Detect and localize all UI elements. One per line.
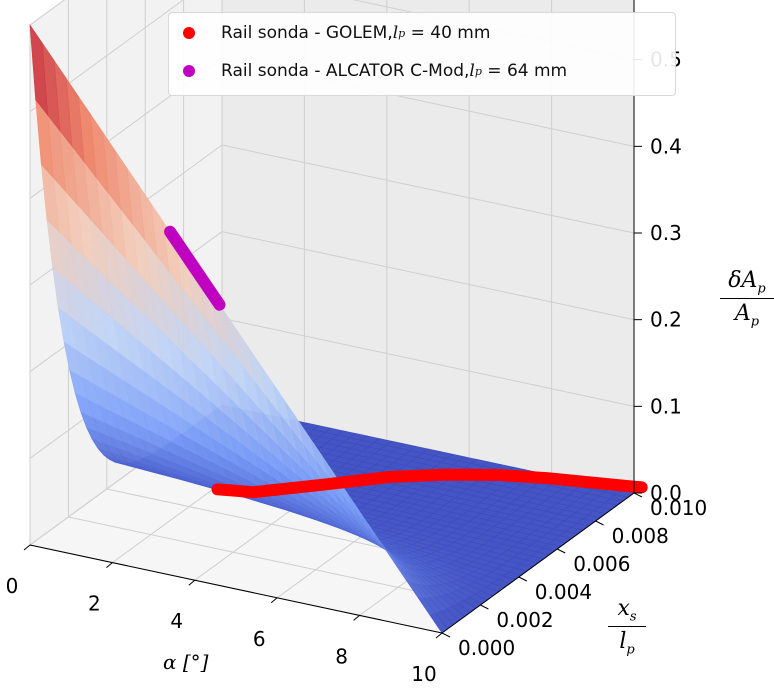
y-tick-mark (556, 548, 566, 554)
series-0-trail (211, 468, 648, 499)
series-1-trail (164, 225, 226, 311)
x-tick-label: 2 (88, 592, 101, 616)
x-axis-label: α [°] (163, 650, 209, 674)
y-tick-mark (441, 632, 451, 638)
grid-line-z (221, 231, 635, 321)
z-tick-label: 0.0 (650, 481, 682, 505)
grid-line-y (68, 516, 481, 606)
z-tick-label: 0.2 (650, 308, 682, 332)
legend-prefix: Rail sonda - GOLEM, (221, 23, 393, 43)
x-tick-label: 4 (170, 609, 183, 633)
y-tick-label: 0.002 (496, 608, 553, 632)
x-tick-mark (188, 579, 196, 586)
x-tick-mark (270, 597, 278, 604)
legend-prefix: Rail sonda - ALCATOR C-Mod, (221, 61, 470, 81)
data-series (164, 225, 648, 499)
y-tick-label: 0.006 (573, 552, 630, 576)
y-tick-label: 0.010 (650, 496, 707, 520)
legend-marker-alcator (183, 65, 195, 77)
x-tick-mark (23, 544, 31, 551)
grid-line-z (221, 317, 635, 407)
x-tick-mark (106, 562, 113, 568)
z-axis-label: δAp Ap (720, 268, 774, 330)
y-tick-label: 0.004 (535, 580, 592, 604)
surface-patch (29, 23, 49, 117)
grid-line-z (29, 0, 66, 26)
x-tick-label: 8 (335, 644, 348, 668)
surface-mesh (29, 23, 635, 634)
z-tick-label: 0.4 (650, 134, 682, 158)
z-tick-label: 0.3 (650, 221, 682, 245)
x-tick-label: 0 (6, 574, 19, 598)
legend-marker-golem (183, 27, 195, 39)
y-axis-line (441, 492, 635, 634)
y-tick-label: 0.008 (612, 524, 669, 548)
y-tick-mark (518, 576, 528, 582)
grid-line-z (221, 144, 635, 234)
y-tick-mark (595, 520, 604, 526)
y-tick-label: 0.000 (458, 636, 515, 660)
x-axis-line (29, 544, 443, 634)
x-tick-label: 6 (253, 627, 266, 651)
x-tick-mark (435, 632, 443, 639)
x-tick-label: 10 (411, 662, 436, 686)
tick-labels: 0 2 4 6 8 10 0.000 0.002 0.004 0.006 0.008 0.0100.0… (6, 48, 708, 686)
y-axis-label: xs lp (608, 596, 646, 658)
y-tick-mark (480, 604, 489, 610)
x-tick-mark (353, 615, 360, 621)
z-tick-label: 0.1 (650, 394, 682, 418)
y-tick-mark (633, 492, 643, 498)
